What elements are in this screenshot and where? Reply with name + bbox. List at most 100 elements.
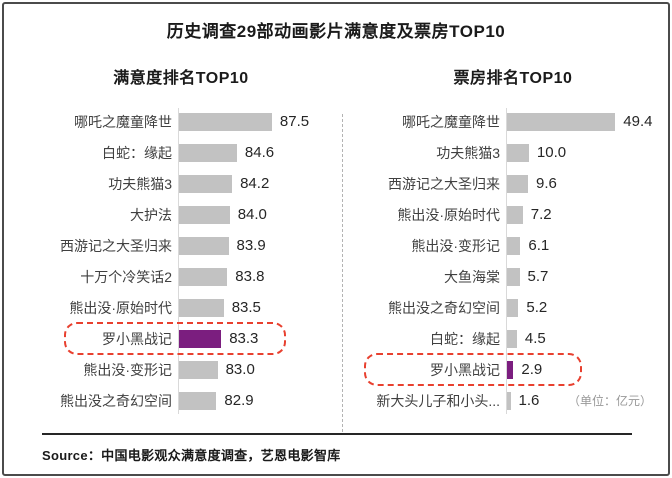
- bar-value: 83.5: [231, 299, 261, 316]
- bar-label: 白蛇：缘起: [430, 330, 500, 347]
- bar: [507, 112, 616, 131]
- bar-plot-area: 2.9: [500, 360, 668, 379]
- bar-plot-area: 84.0: [172, 205, 336, 224]
- bar-value: 83.0: [225, 361, 255, 378]
- bar-label: 大鱼海棠: [444, 268, 500, 285]
- bar: [507, 174, 528, 193]
- bar-plot-area: 87.5: [172, 112, 336, 131]
- bar-plot-area: 10.0: [500, 143, 668, 162]
- bar-label: 哪吒之魔童降世: [402, 113, 500, 130]
- bar-label: 罗小黑战记: [102, 330, 172, 347]
- bar: [179, 205, 230, 224]
- bar-value: 83.3: [229, 330, 259, 347]
- bar-plot-area: 83.9: [172, 236, 336, 255]
- bar-label: 白蛇：缘起: [102, 144, 172, 161]
- bar-value: 6.1: [528, 237, 550, 254]
- bar-row: 熊出没·变形记 6.1: [356, 230, 668, 261]
- bar: [507, 267, 520, 286]
- bar: [507, 205, 523, 224]
- bar: [507, 236, 521, 255]
- bar: [507, 143, 529, 162]
- bar-row: 熊出没·原始时代 7.2: [356, 199, 668, 230]
- bar-value: 5.2: [526, 299, 548, 316]
- bar: [179, 143, 237, 162]
- bar-label: 西游记之大圣归来: [60, 237, 172, 254]
- bar: [179, 236, 229, 255]
- bar-label: 罗小黑战记: [430, 361, 500, 378]
- charts-divider-dashed-line: [342, 114, 343, 432]
- bar-value: 83.8: [235, 268, 265, 285]
- bar-row: 熊出没之奇幻空间 82.9: [26, 385, 336, 416]
- bar-plot-area: 9.6: [500, 174, 668, 193]
- bar-label: 熊出没·变形记: [83, 361, 172, 378]
- bar: [179, 298, 224, 317]
- bar-row-highlighted: 罗小黑战记 83.3: [26, 322, 336, 355]
- bar: [507, 298, 519, 317]
- bar-row: 哪吒之魔童降世 49.4: [356, 106, 668, 137]
- bar-label: 熊出没之奇幻空间: [60, 392, 172, 409]
- bar: [179, 267, 228, 286]
- bar-plot-area: 5.7: [500, 267, 668, 286]
- bar-row: 白蛇：缘起 4.5: [356, 323, 668, 354]
- bar-label: 熊出没·变形记: [411, 237, 500, 254]
- bar-plot-area: 1.6: [500, 391, 668, 410]
- page-title: 历史调查29部动画影片满意度及票房TOP10: [166, 22, 506, 41]
- bar-plot-area: 83.5: [172, 298, 336, 317]
- bar-value: 5.7: [527, 268, 549, 285]
- bar-label: 熊出没·原始时代: [69, 299, 172, 316]
- bar-plot-area: 83.0: [172, 360, 336, 379]
- source-text: Source：中国电影观众满意度调查，艺恩电影智库: [42, 448, 341, 463]
- satisfaction-chart-title: 满意度排名TOP10: [113, 70, 249, 87]
- bar-label: 西游记之大圣归来: [388, 175, 500, 192]
- bar-row: 熊出没之奇幻空间 5.2: [356, 292, 668, 323]
- bar-label: 功夫熊猫3: [108, 175, 172, 192]
- bar-label: 功夫熊猫3: [436, 144, 500, 161]
- bar-plot-area: 84.6: [172, 143, 336, 162]
- bar-label: 熊出没之奇幻空间: [388, 299, 500, 316]
- bar-plot-area: 6.1: [500, 236, 668, 255]
- bar-row: 功夫熊猫3 10.0: [356, 137, 668, 168]
- bar: [507, 329, 517, 348]
- bar-plot-area: 7.2: [500, 205, 668, 224]
- boxoffice-chart-title: 票房排名TOP10: [453, 70, 573, 87]
- bar-label: 熊出没·原始时代: [397, 206, 500, 223]
- bar-plot-area: 4.5: [500, 329, 668, 348]
- bar: [507, 360, 514, 379]
- bar-value: 87.5: [279, 113, 310, 130]
- source-divider-line: [42, 433, 632, 435]
- bar-row: 熊出没·变形记 83.0: [26, 354, 336, 385]
- boxoffice-chart: 票房排名TOP10 哪吒之魔童降世 49.4 功夫熊猫3 10.0 西游记之大圣归来 9.…: [356, 64, 668, 416]
- bar-plot-area: 49.4: [500, 112, 668, 131]
- bar: [179, 112, 272, 131]
- bar-plot-area: 84.2: [172, 174, 336, 193]
- bar-row-highlighted: 罗小黑战记 2.9: [356, 353, 668, 386]
- bar-value: 1.6: [518, 392, 540, 409]
- satisfaction-chart-bars: 哪吒之魔童降世 87.5 白蛇：缘起 84.6 功夫熊猫3 84.2 大护法 84.0 西游记之…: [26, 106, 336, 416]
- bar-row: 西游记之大圣归来 9.6: [356, 168, 668, 199]
- bar-value: 9.6: [536, 175, 557, 192]
- bar-plot-area: 5.2: [500, 298, 668, 317]
- bar-plot-area: 82.9: [172, 391, 336, 410]
- bar-row: 功夫熊猫3 84.2: [26, 168, 336, 199]
- bar-value: 83.9: [236, 237, 266, 254]
- bar-value: 49.4: [623, 113, 653, 130]
- bar-label: 大护法: [130, 206, 172, 223]
- satisfaction-chart: 满意度排名TOP10 哪吒之魔童降世 87.5 白蛇：缘起 84.6 功夫熊猫3 84.2…: [26, 64, 336, 416]
- boxoffice-chart-bars: 哪吒之魔童降世 49.4 功夫熊猫3 10.0 西游记之大圣归来 9.6 熊出没·原始时代 7…: [356, 106, 668, 416]
- bar-value: 84.2: [240, 175, 270, 192]
- bar-value: 2.9: [521, 361, 543, 378]
- bar: [179, 360, 218, 379]
- bar-row: 熊出没·原始时代 83.5: [26, 292, 336, 323]
- bar-row: 新大头儿子和小头... 1.6: [356, 385, 668, 416]
- bar: [179, 391, 217, 410]
- bar-row: 哪吒之魔童降世 87.5: [26, 106, 336, 137]
- bar-row: 大鱼海棠 5.7: [356, 261, 668, 292]
- bar: [179, 329, 222, 348]
- bar-plot-area: 83.3: [172, 329, 336, 348]
- bar-label: 新大头儿子和小头...: [376, 392, 500, 409]
- unit-note: （单位：亿元）: [568, 394, 653, 408]
- bar-row: 西游记之大圣归来 83.9: [26, 230, 336, 261]
- bar-value: 82.9: [224, 392, 254, 409]
- bar-label: 哪吒之魔童降世: [74, 113, 172, 130]
